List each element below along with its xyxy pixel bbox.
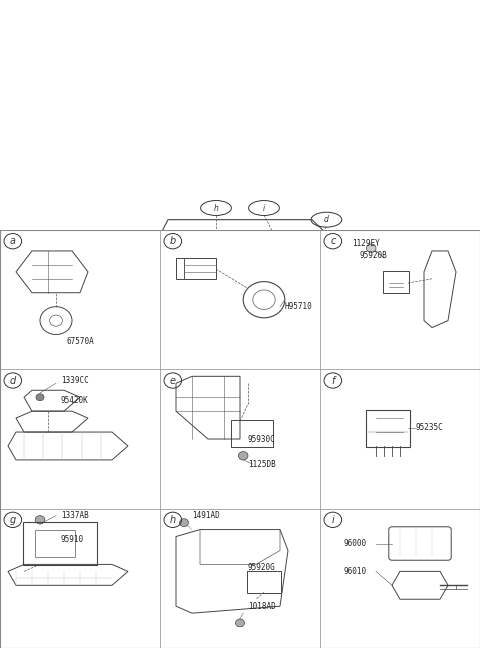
Circle shape — [35, 516, 45, 524]
Text: 95920B: 95920B — [360, 251, 388, 260]
Text: a: a — [10, 236, 16, 246]
Text: b: b — [169, 236, 176, 246]
Circle shape — [36, 394, 44, 400]
Text: i: i — [331, 515, 334, 525]
Text: 95420K: 95420K — [61, 395, 88, 404]
Text: e: e — [55, 386, 60, 395]
Text: e: e — [142, 386, 146, 395]
Text: 95235C: 95235C — [416, 423, 444, 432]
Text: 1491AD: 1491AD — [192, 511, 220, 520]
Text: 95920G: 95920G — [248, 562, 276, 572]
Text: h: h — [214, 203, 218, 213]
Circle shape — [366, 244, 376, 252]
Text: c: c — [330, 236, 336, 246]
Circle shape — [236, 619, 244, 627]
Text: 95910: 95910 — [61, 535, 84, 544]
Text: d: d — [324, 215, 329, 224]
Text: g: g — [10, 515, 16, 525]
Text: 67570A: 67570A — [66, 337, 94, 346]
Text: 1337AB: 1337AB — [61, 511, 88, 520]
Text: a: a — [31, 238, 36, 248]
Text: 96010: 96010 — [344, 567, 367, 576]
Text: 1339CC: 1339CC — [61, 376, 88, 385]
Text: H95710: H95710 — [285, 302, 312, 311]
Text: c: c — [420, 320, 424, 329]
Text: 1129EY: 1129EY — [352, 240, 380, 248]
Circle shape — [180, 518, 189, 527]
Text: g: g — [199, 316, 204, 325]
Text: d: d — [10, 375, 16, 386]
Circle shape — [239, 452, 248, 460]
Text: 1018AD: 1018AD — [248, 602, 276, 610]
Text: 1125DB: 1125DB — [248, 459, 276, 469]
Text: 95930C: 95930C — [248, 435, 276, 443]
Text: h: h — [170, 515, 176, 525]
Text: f: f — [248, 362, 251, 371]
Text: i: i — [263, 203, 265, 213]
Text: e: e — [170, 375, 176, 386]
Text: f: f — [331, 375, 335, 386]
Text: b: b — [180, 285, 185, 294]
Text: 96000: 96000 — [344, 539, 367, 548]
